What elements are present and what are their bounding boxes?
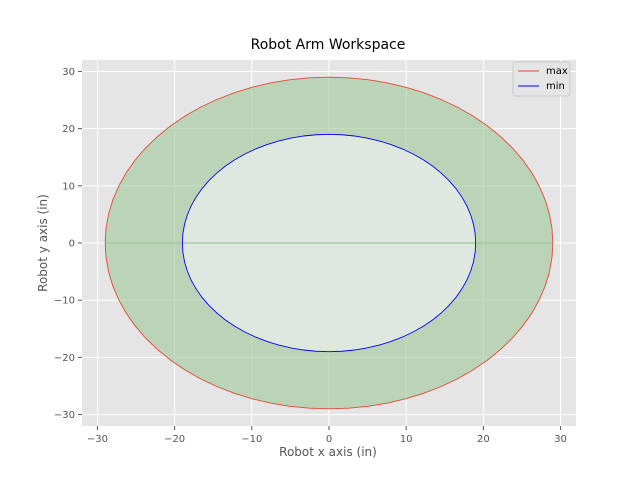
x-tick-label: −30 [87, 434, 108, 445]
workspace-fill [105, 77, 553, 409]
y-tick-label: 10 [62, 181, 75, 192]
y-tick-label: −20 [54, 353, 75, 364]
x-tick-label: 30 [554, 434, 567, 445]
y-tick-label: −30 [54, 410, 75, 421]
tick-labels: −30 −20 −10 0 10 20 30 −30 −20 −10 0 10 20 30 [54, 67, 567, 445]
legend-label-max: max [546, 66, 568, 77]
y-tick-label: 30 [62, 67, 75, 78]
series-lines [104, 76, 554, 410]
x-tick-label: 0 [326, 434, 332, 445]
series-line-max [104, 76, 554, 410]
x-tick-label: 10 [400, 434, 413, 445]
x-tick-label: −10 [241, 434, 262, 445]
x-tick-label: 20 [477, 434, 490, 445]
y-tick-label: 20 [62, 124, 75, 135]
chart-title: Robot Arm Workspace [251, 37, 406, 53]
legend-label-min: min [546, 81, 565, 92]
legend: max min [512, 61, 571, 97]
y-tick-label: 0 [69, 239, 75, 250]
x-axis-label: Robot x axis (in) [279, 445, 377, 459]
y-tick-label: −10 [54, 296, 75, 307]
x-tick-label: −20 [164, 434, 185, 445]
y-axis-label: Robot y axis (in) [36, 194, 50, 292]
series-line-min [181, 133, 477, 353]
